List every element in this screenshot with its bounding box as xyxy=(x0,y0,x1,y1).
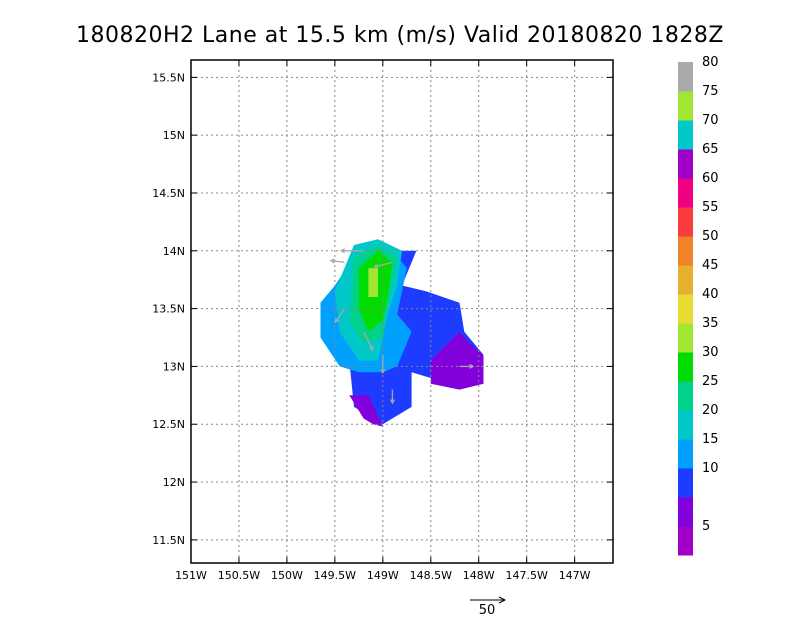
reference-vector: 50 xyxy=(470,596,507,618)
colorbar-bin xyxy=(678,352,693,382)
x-tick-label: 149.5W xyxy=(314,569,356,582)
reference-vector-label: 50 xyxy=(479,603,496,618)
wind-vector-shaft xyxy=(374,261,393,268)
colorbar-label: 10 xyxy=(702,461,719,476)
y-tick-label: 15.5N xyxy=(152,71,185,84)
wind-vector-head xyxy=(368,345,374,351)
colorbar-bin xyxy=(678,294,693,324)
y-tick-label: 12N xyxy=(163,476,185,489)
colorbar-label: 30 xyxy=(702,345,719,360)
wind-vector-head xyxy=(469,363,475,369)
colorbar-label: 80 xyxy=(702,55,719,70)
colorbar-label: 20 xyxy=(702,403,719,418)
wind-vector-head xyxy=(380,369,386,375)
colorbar-label: 35 xyxy=(702,316,719,331)
colorbar-bin xyxy=(678,526,693,556)
plot-area: 151W 150.5W 150W 149.5W 149W 148.5W 148W 147.5W… xyxy=(152,59,614,582)
y-tick-label: 11.5N xyxy=(152,534,185,547)
colorbar-bin xyxy=(678,381,693,411)
colorbar-label: 40 xyxy=(702,287,719,302)
colorbar-bin xyxy=(678,207,693,237)
wind-vector xyxy=(389,389,395,405)
x-tick-label: 147.5W xyxy=(505,569,547,582)
y-tick-label: 13N xyxy=(163,360,185,373)
colorbar-label: 15 xyxy=(702,432,719,447)
x-tick-label: 150W xyxy=(271,569,303,582)
colorbar-bin xyxy=(678,410,693,440)
x-tick-label: 150.5W xyxy=(218,569,260,582)
wind-vector-head xyxy=(339,248,345,254)
colorbar-label: 50 xyxy=(702,229,719,244)
colorbar-bin xyxy=(678,120,693,150)
colorbar-label: 75 xyxy=(702,84,719,99)
x-tick-label: 148.5W xyxy=(410,569,452,582)
y-tick-label: 14.5N xyxy=(152,187,185,200)
wind-vector-head xyxy=(334,318,340,324)
colorbar-bin xyxy=(678,236,693,266)
colorbar-label: 5 xyxy=(702,519,710,534)
colorbar-label: 70 xyxy=(702,113,719,128)
wind-vector xyxy=(329,258,345,264)
colorbar-bin xyxy=(678,468,693,498)
colorbar: 5 10 15 20 25 30 35 40 45 50 55 60 65 70 75 80 xyxy=(678,55,719,556)
wind-vector-head xyxy=(389,399,395,405)
reference-vector-head xyxy=(498,596,507,604)
y-tick-label: 14N xyxy=(163,245,185,258)
colorbar-bin xyxy=(678,149,693,179)
colorbar-bin xyxy=(678,265,693,295)
chart-title: 180820H2 Lane at 15.5 km (m/s) Valid 201… xyxy=(76,23,724,48)
y-tick-label: 15N xyxy=(163,129,185,142)
x-tick-label: 149W xyxy=(367,569,399,582)
speed-region-7 xyxy=(368,268,378,297)
colorbar-label: 65 xyxy=(702,142,719,157)
wind-vector-head xyxy=(329,258,335,264)
speed-region-1 xyxy=(430,331,484,390)
x-tick-label: 148W xyxy=(463,569,495,582)
colorbar-bin xyxy=(678,497,693,527)
colorbar-label: 55 xyxy=(702,200,719,215)
wind-vector xyxy=(334,308,345,324)
wind-vector xyxy=(373,261,393,269)
wind-vector xyxy=(363,331,374,351)
wind-vector xyxy=(380,354,386,375)
x-tick-label: 151W xyxy=(175,569,207,582)
wind-vector-shaft xyxy=(330,259,345,264)
wind-vector-head xyxy=(373,263,379,269)
x-tick-label: 147W xyxy=(559,569,591,582)
wind-vector-shaft xyxy=(363,331,374,351)
wind-vector xyxy=(339,248,364,254)
colorbar-bin xyxy=(678,62,693,92)
colorbar-label: 45 xyxy=(702,258,719,273)
colorbar-bin xyxy=(678,91,693,121)
y-tick-label: 12.5N xyxy=(152,418,185,431)
colorbar-bin xyxy=(678,178,693,208)
plot-frame xyxy=(190,59,614,564)
wind-vector-shaft xyxy=(334,308,345,323)
colorbar-bin xyxy=(678,439,693,469)
wind-vector xyxy=(459,363,475,369)
colorbar-bin xyxy=(678,323,693,353)
colorbar-label: 25 xyxy=(702,374,719,389)
y-tick-label: 13.5N xyxy=(152,303,185,316)
speed-region-2 xyxy=(349,395,383,427)
colorbar-label: 60 xyxy=(702,171,719,186)
